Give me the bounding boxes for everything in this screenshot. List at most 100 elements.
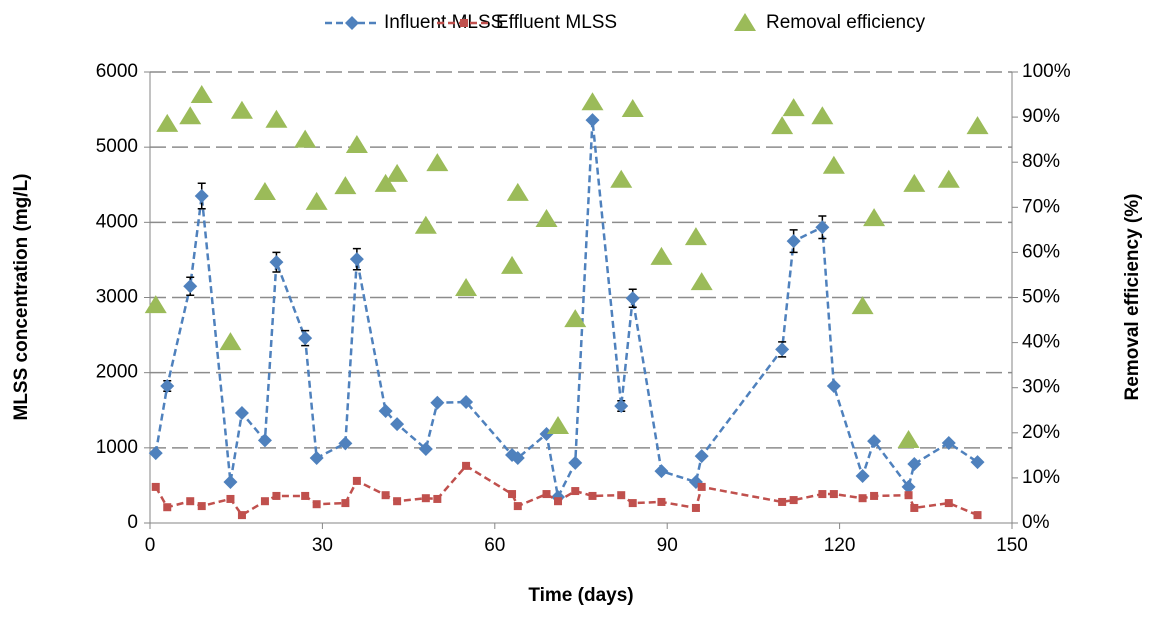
point [690,272,713,291]
x-axis-title: Time (days) [528,585,633,606]
y2-tick-label: 70% [1022,196,1060,217]
point [858,494,867,503]
point [430,395,445,410]
point [455,278,478,297]
point [691,503,700,512]
point [459,394,474,409]
point [903,173,926,192]
point [501,255,524,274]
point [937,169,960,188]
point [970,455,985,470]
x-tick-label: 150 [996,535,1028,556]
point [855,469,870,484]
legend-label: Removal efficiency [766,12,926,33]
y2-tick-label: 30% [1022,377,1060,398]
point [542,490,551,499]
point [867,434,882,449]
point [697,482,706,491]
y2-tick-label: 80% [1022,151,1060,172]
y2-tick-label: 0% [1022,512,1050,533]
y-tick-label: 1000 [96,437,138,458]
point [144,295,167,314]
series-line [154,464,979,517]
point [910,503,919,512]
point [151,482,160,491]
point [621,98,644,117]
point [341,499,350,508]
point [547,416,570,435]
y-tick-label: 4000 [96,211,138,232]
y2-tick-label: 60% [1022,241,1060,262]
y2-tick-label: 100% [1022,61,1071,82]
point [253,181,276,200]
point [585,113,600,128]
point [260,497,269,506]
y2-tick-label: 10% [1022,467,1060,488]
y-tick-label: 3000 [96,287,138,308]
y2-tick-label: 20% [1022,422,1060,443]
point [535,209,558,228]
point [230,100,253,119]
point [782,98,805,117]
point [614,399,629,414]
point [338,436,353,451]
y-tick-label: 0 [127,512,138,533]
point [617,491,626,500]
point [510,450,525,465]
x-tick-label: 90 [657,535,678,556]
point [870,491,879,500]
point [186,497,195,506]
point [390,417,405,432]
point [684,227,707,246]
point [851,296,874,315]
point [462,461,471,470]
y-tick-label: 6000 [96,61,138,82]
point [650,246,673,265]
point [352,476,361,485]
x-tick-label: 30 [312,535,333,556]
point [564,309,587,328]
point [378,404,393,419]
point [294,129,317,148]
point [160,379,175,394]
point [822,155,845,174]
point [381,491,390,500]
point [426,153,449,172]
point [897,430,920,449]
point [789,496,798,505]
point [588,491,597,500]
y2-tick-label: 40% [1022,332,1060,353]
point [901,479,916,494]
point [414,215,437,234]
point [265,109,288,128]
point [907,456,922,471]
point [973,511,982,520]
point [237,511,246,520]
y-tick-label: 5000 [96,136,138,157]
point [349,252,364,267]
point [272,491,281,500]
point [223,475,238,490]
point [581,92,604,111]
point [386,163,409,182]
y2-axis-title: Removal efficiency (%) [1122,194,1143,401]
point [863,208,886,227]
point [554,497,563,506]
point [904,491,913,500]
point [374,173,397,192]
point [194,189,209,204]
point [345,135,368,154]
point [513,502,522,511]
point [508,490,517,499]
legend-marker [460,19,468,27]
point [301,491,310,500]
legend-marker [734,13,756,31]
point [654,464,669,479]
point [815,220,830,235]
point [778,497,787,506]
point [568,455,583,470]
point [312,500,321,509]
point [786,234,801,249]
x-tick-label: 120 [824,535,856,556]
